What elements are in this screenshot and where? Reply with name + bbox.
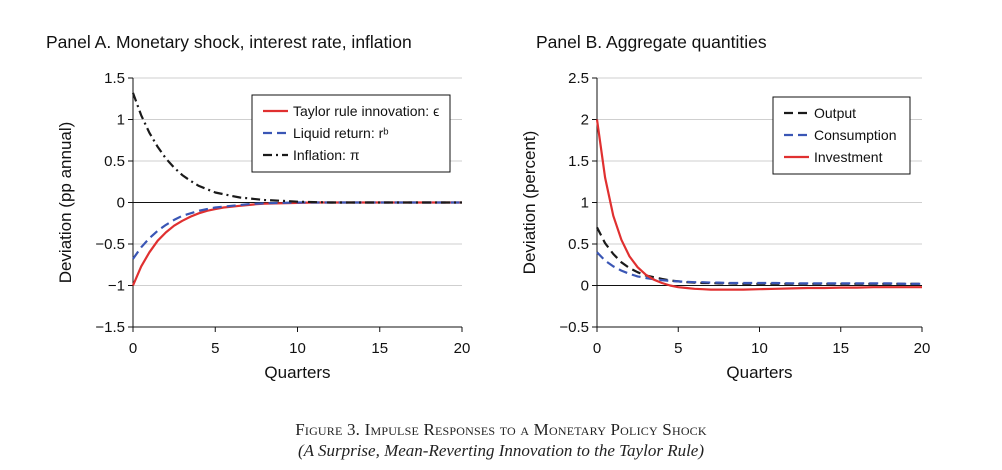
- y-tick-label: −0.5: [95, 236, 125, 253]
- y-tick-label: 0: [581, 278, 589, 295]
- panel-a: Panel A. Monetary shock, interest rate, …: [46, 32, 470, 382]
- y-tick-label: −0.5: [559, 319, 589, 336]
- legend: Taylor rule innovation: ϵ Liquid return: …: [251, 94, 451, 173]
- x-axis-label: Quarters: [264, 363, 330, 382]
- x-tick-label: 10: [751, 340, 768, 357]
- figure-subtitle: (A Surprise, Mean-Reverting Innovation t…: [297, 441, 705, 460]
- y-tick-label: 2: [581, 112, 589, 129]
- y-tick-label: 0.5: [104, 153, 125, 170]
- legend: Output Consumption Investment: [772, 96, 911, 175]
- x-tick-label: 0: [593, 340, 601, 357]
- y-tick-label: 0.5: [568, 236, 589, 253]
- figure: Panel A. Monetary shock, interest rate, …: [46, 32, 930, 382]
- legend-label: Liquid return: rᵇ: [293, 125, 389, 141]
- legend-label: Investment: [814, 149, 883, 165]
- x-tick-label: 5: [211, 340, 219, 357]
- panel-title: Panel A. Monetary shock, interest rate, …: [46, 32, 412, 52]
- y-tick-label: −1: [108, 278, 125, 295]
- series-line: [596, 251, 922, 285]
- series-line: [595, 119, 922, 291]
- y-axis-label: Deviation (percent): [520, 131, 539, 275]
- y-tick-label: 0: [117, 195, 125, 212]
- x-tick-label: 5: [674, 340, 682, 357]
- y-tick-label: −1.5: [95, 319, 125, 336]
- legend-label: Taylor rule innovation: ϵ: [293, 103, 439, 119]
- legend-label: Output: [814, 105, 856, 121]
- y-tick-label: 2.5: [568, 70, 589, 87]
- legend-label: Consumption: [814, 127, 897, 143]
- series-line: [131, 92, 462, 204]
- y-tick-label: 1: [581, 195, 589, 212]
- y-tick-label: 1: [117, 112, 125, 129]
- x-axis-label: Quarters: [726, 363, 792, 382]
- panel-b: Panel B. Aggregate quantities 2.5 2 1.5 1 0.5…: [520, 32, 930, 382]
- x-tick-label: 20: [914, 340, 931, 357]
- legend-label: Inflation: π: [293, 147, 360, 163]
- panel-title: Panel B. Aggregate quantities: [536, 32, 767, 52]
- x-tick-label: 15: [371, 340, 388, 357]
- x-tick-label: 15: [832, 340, 849, 357]
- series-line: [132, 201, 462, 260]
- x-tick-label: 0: [129, 340, 137, 357]
- legend-box: [772, 96, 911, 175]
- x-tick-label: 10: [289, 340, 306, 357]
- y-axis-label: Deviation (pp annual): [56, 122, 75, 284]
- y-tick-label: 1.5: [104, 70, 125, 87]
- figure-caption: Figure 3. Impulse Responses to a Monetar…: [295, 420, 707, 439]
- x-tick-label: 20: [454, 340, 471, 357]
- y-tick-label: 1.5: [568, 153, 589, 170]
